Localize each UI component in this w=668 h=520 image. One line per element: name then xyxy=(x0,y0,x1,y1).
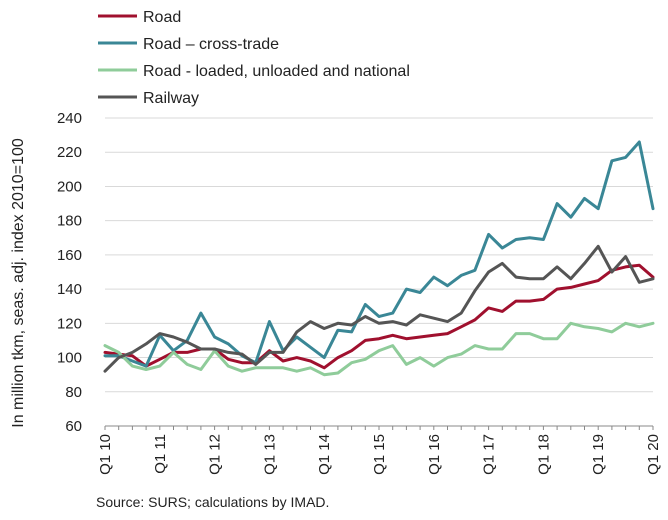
y-tick-label: 120 xyxy=(57,315,82,332)
y-tick-label: 180 xyxy=(57,213,82,230)
x-tick-labels: Q1 10 Q1 11 Q1 12 Q1 13 Q1 14 Q1 15 Q1 16 Q1 17… xyxy=(97,434,662,475)
x-tick-label: Q1 10 xyxy=(97,434,114,475)
y-tick-label: 80 xyxy=(65,384,82,401)
y-tick-label: 200 xyxy=(57,178,82,195)
x-tick-label: Q1 19 xyxy=(590,434,607,475)
y-tick-label: 60 xyxy=(65,418,82,435)
x-tick-label: Q1 12 xyxy=(207,434,224,475)
x-tick-label: Q1 18 xyxy=(535,434,552,475)
x-tick-label: Q1 20 xyxy=(645,434,662,475)
x-tick-label: Q1 11 xyxy=(152,434,169,474)
x-tick-label: Q1 15 xyxy=(371,434,388,475)
legend-label: Road – cross-trade xyxy=(143,36,279,53)
x-tick-label: Q1 16 xyxy=(426,434,443,475)
axes xyxy=(104,425,654,430)
x-tick-label: Q1 13 xyxy=(261,434,278,475)
y-tick-label: 100 xyxy=(57,350,82,367)
series-line-2 xyxy=(103,321,655,377)
legend: Road Road – cross-trade Road - loaded, unl… xyxy=(98,9,410,107)
series-line-3 xyxy=(103,244,655,373)
y-tick-labels: 60 80 100 120 140 160 180 200 220 240 xyxy=(57,110,82,435)
legend-label: Road - loaded, unloaded and national xyxy=(143,63,410,80)
source-note: Source: SURS; calculations by IMAD. xyxy=(96,494,330,510)
x-tick-label: Q1 14 xyxy=(316,434,333,475)
series-line-0 xyxy=(103,263,655,370)
series-lines xyxy=(103,140,655,377)
legend-label: Railway xyxy=(143,90,199,107)
series-line-1 xyxy=(103,140,655,368)
y-tick-label: 140 xyxy=(57,281,82,298)
x-tick-label: Q1 17 xyxy=(481,434,498,475)
legend-label: Road xyxy=(143,9,181,26)
y-tick-label: 220 xyxy=(57,144,82,161)
y-tick-label: 160 xyxy=(57,247,82,264)
y-axis-label: In million tkm, seas. adj. index 2010=10… xyxy=(10,138,27,428)
y-tick-label: 240 xyxy=(57,110,82,127)
